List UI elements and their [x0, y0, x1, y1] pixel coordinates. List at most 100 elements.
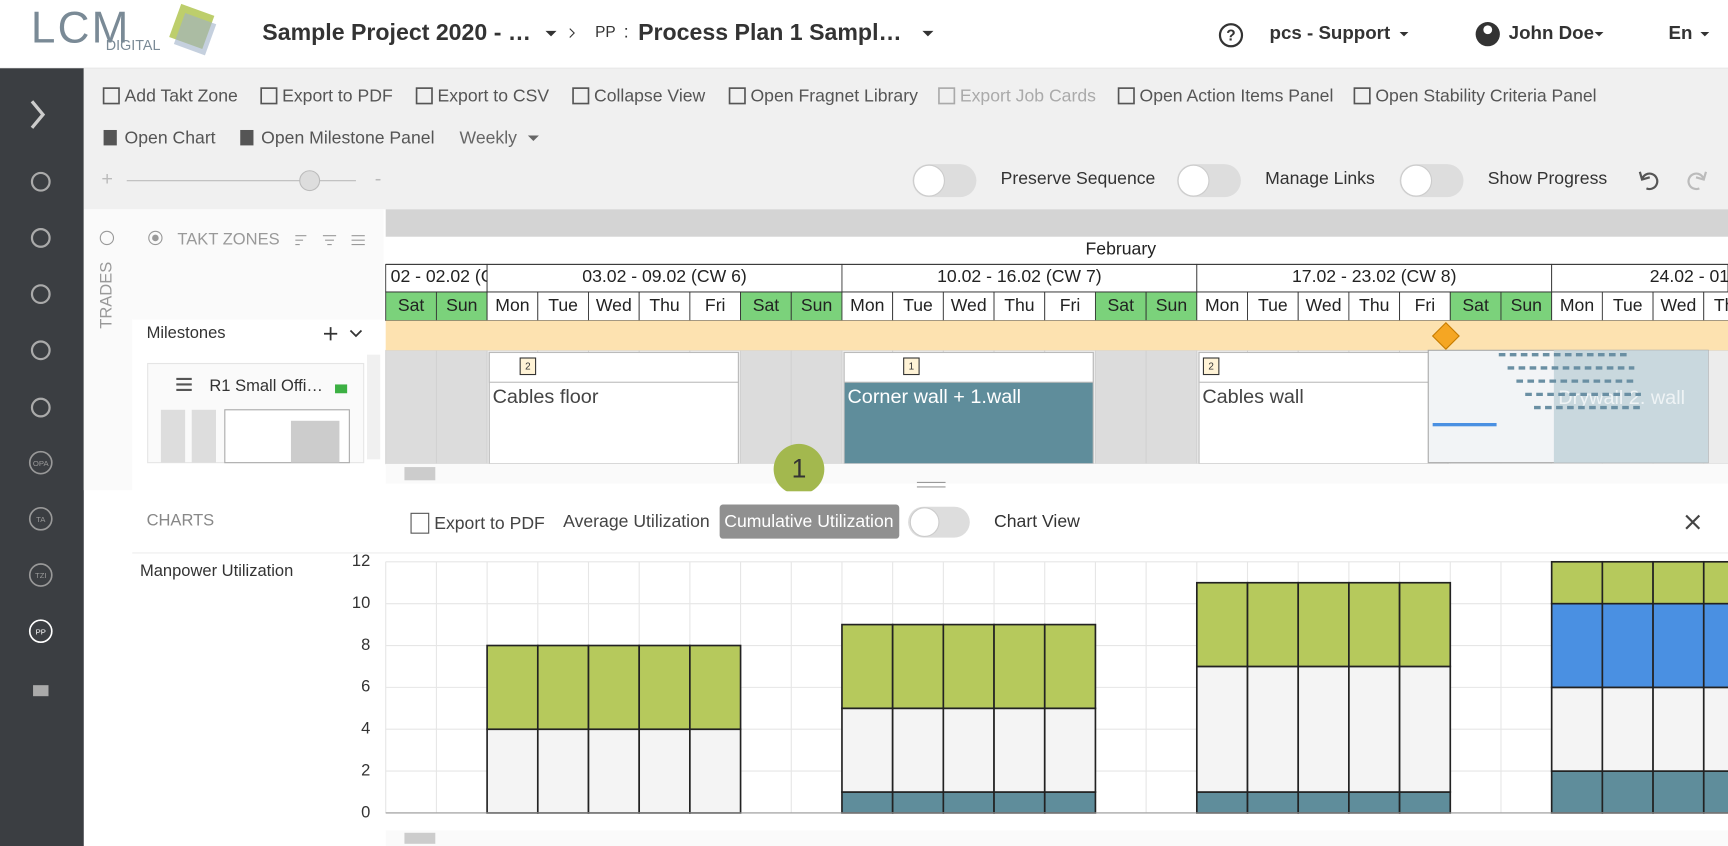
calendar-top [385, 209, 1728, 237]
bar-segment [891, 623, 945, 710]
zoom-in[interactable]: + [101, 168, 113, 190]
toolbar-button[interactable]: Export to PDF [282, 86, 393, 106]
toggle-knob[interactable] [913, 164, 945, 197]
toolbar-button[interactable]: Open Fragnet Library [750, 86, 918, 106]
toolbar-icon[interactable] [1353, 87, 1371, 105]
day-cell [790, 291, 843, 321]
bar-segment [1702, 602, 1728, 689]
toolbar-icon[interactable] [102, 87, 120, 105]
toolbar-icon[interactable] [728, 87, 746, 105]
bar-segment [587, 644, 641, 731]
toolbar-icon[interactable] [415, 87, 433, 105]
toolbar-button[interactable]: Export Job Cards [960, 86, 1096, 106]
task-title[interactable]: Cables wall [1202, 386, 1303, 408]
nav-icon[interactable] [30, 284, 51, 305]
help-glyph[interactable]: ? [1226, 27, 1235, 44]
dropdown-caret[interactable] [922, 30, 934, 37]
task-title[interactable]: Corner wall + 1.wall [847, 386, 1021, 408]
zoom-out[interactable]: - [375, 168, 382, 190]
close-charts[interactable] [1685, 514, 1701, 530]
bar-segment [638, 728, 691, 814]
toolbar-button[interactable]: Open Action Items Panel [1140, 86, 1334, 106]
milestone-marker[interactable] [1431, 321, 1460, 350]
resize-handle[interactable] [916, 481, 946, 488]
toolbar-button[interactable]: Add Takt Zone [125, 86, 238, 106]
trades-tab[interactable] [83, 209, 133, 491]
bar-segment [1297, 581, 1350, 668]
nav-icon-label[interactable]: PP [36, 627, 46, 636]
tab-cumulative[interactable]: Cumulative Utilization [724, 511, 893, 531]
dropdown-caret[interactable] [1399, 31, 1409, 37]
nav-icon-label[interactable]: TA [36, 515, 46, 524]
toggle-knob[interactable] [1177, 164, 1210, 197]
view-select[interactable]: Weekly [460, 127, 518, 147]
help-icon[interactable] [1218, 23, 1244, 48]
bar-segment [689, 644, 742, 731]
nav-icon[interactable] [33, 685, 49, 697]
tab-active-bg[interactable] [719, 504, 900, 539]
y-tick-label: 8 [361, 635, 370, 654]
toolbar-icon[interactable] [572, 87, 590, 105]
chart-scroll[interactable] [385, 830, 1728, 846]
sort-icons[interactable] [295, 235, 365, 246]
takt-radio[interactable] [148, 230, 163, 246]
toolbar-button[interactable]: Collapse View [594, 86, 706, 106]
drag-handle[interactable] [176, 377, 192, 392]
tab-average[interactable]: Average Utilization [563, 511, 710, 531]
month: February [1086, 239, 1157, 259]
nav-icon[interactable] [30, 228, 51, 248]
account[interactable]: pcs - Support [1270, 22, 1391, 43]
toolbar-icon[interactable] [1117, 87, 1135, 105]
expand-sidebar[interactable] [30, 100, 46, 129]
trades-radio[interactable] [99, 230, 115, 246]
v-scroll[interactable] [366, 354, 381, 460]
toolbar-button[interactable]: Export to CSV [438, 86, 550, 106]
task-title[interactable]: Drywall 2. wall [1558, 387, 1685, 409]
nav-icon[interactable] [28, 506, 53, 531]
day-label: Thu [649, 295, 679, 315]
toolbar-button[interactable]: Open Stability Criteria Panel [1375, 86, 1596, 106]
dropdown-caret[interactable] [1594, 31, 1604, 37]
bar-segment [1601, 770, 1654, 814]
export-pdf[interactable]: Export to PDF [434, 513, 545, 533]
nav-icon[interactable] [28, 619, 53, 644]
badge [903, 357, 920, 376]
milestone-actions[interactable] [323, 327, 363, 341]
toolbar-button[interactable]: Open Milestone Panel [261, 127, 434, 147]
chart-scroll-thumb[interactable] [404, 832, 436, 844]
nav-icon-label[interactable]: OPA [33, 459, 50, 468]
h-scroll[interactable] [385, 463, 1728, 484]
toolbar-icon[interactable] [103, 129, 117, 146]
nav-icon[interactable] [28, 563, 53, 587]
dropdown-caret[interactable] [1700, 31, 1710, 37]
plan-name[interactable]: Process Plan 1 Sampl… [638, 19, 902, 45]
bar-segment [1195, 665, 1249, 793]
language[interactable]: En [1668, 22, 1692, 43]
redo[interactable] [1687, 171, 1708, 191]
pdf-icon[interactable] [410, 512, 430, 534]
dropdown-caret[interactable] [527, 135, 539, 141]
nav-icon[interactable] [28, 450, 53, 475]
bar-segment [1652, 770, 1705, 814]
undo[interactable] [1638, 171, 1659, 191]
nav-icon[interactable] [30, 340, 51, 361]
user-name[interactable]: John Doe [1509, 22, 1594, 43]
day-label: Tue [1258, 295, 1288, 315]
toggle-knob[interactable] [1400, 164, 1433, 197]
toolbar-icon[interactable] [260, 87, 278, 105]
trades-label[interactable]: TRADES [96, 262, 115, 329]
dropdown-caret[interactable] [545, 30, 557, 37]
nav-icon[interactable] [30, 397, 51, 418]
h-scroll-thumb[interactable] [404, 467, 436, 481]
toolbar-icon[interactable] [240, 129, 254, 146]
toolbar-icon[interactable] [938, 87, 956, 105]
nav-icon[interactable] [30, 171, 51, 192]
toggle-knob[interactable] [909, 507, 940, 538]
task-title[interactable]: Cables floor [493, 386, 599, 408]
takt-zones-label[interactable]: TAKT ZONES [177, 230, 279, 249]
toolbar-button[interactable]: Open Chart [125, 127, 216, 147]
project-name[interactable]: Sample Project 2020 - … [262, 19, 531, 45]
nav-icon-label[interactable]: TZI [35, 571, 47, 580]
zoom-knob[interactable] [299, 170, 321, 192]
